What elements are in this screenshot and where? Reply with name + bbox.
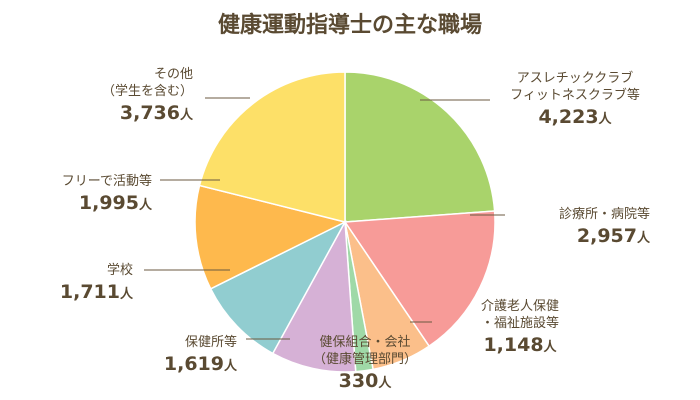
slice-value-label: 1,995人 — [79, 192, 153, 214]
slice-label: 学校 — [107, 262, 133, 278]
slice-label: フリーで活動等 — [62, 173, 152, 189]
slice-label: その他 — [154, 67, 193, 82]
slice-value-label: 3,736人 — [120, 102, 194, 124]
slice-label: （学生を含む） — [102, 83, 193, 99]
pie-slice — [271, 219, 357, 373]
slice-value-label: 1,711人 — [60, 281, 134, 303]
pie-slice — [198, 71, 346, 223]
chart-title: 健康運動指導士の主な職場 — [218, 12, 482, 38]
slice-value-label: 2,957人 — [577, 225, 651, 247]
slice-label: ・福祉施設等 — [481, 315, 559, 331]
slice-value-label: 1,619人 — [164, 353, 238, 375]
pie-slice — [344, 71, 496, 223]
slice-label: アスレチッククラブ — [517, 70, 633, 86]
slice-label: フィットネスクラブ等 — [510, 87, 640, 103]
pie-slice — [209, 220, 347, 355]
slice-label: 健保組合・会社 — [319, 334, 410, 350]
slice-value-label: 1,148人 — [483, 334, 557, 356]
slice-label: 診療所・病院等 — [559, 206, 650, 222]
slice-value-label: 4,223人 — [538, 106, 612, 128]
slice-label: 保健所等 — [185, 334, 237, 350]
pie-slices — [194, 71, 496, 373]
slice-label: 介護老人保健 — [481, 298, 559, 314]
slice-label: （健康管理部門） — [313, 351, 417, 367]
slice-value-label: 330人 — [339, 370, 393, 392]
pie-slice — [343, 210, 496, 348]
pie-slice — [194, 184, 348, 290]
